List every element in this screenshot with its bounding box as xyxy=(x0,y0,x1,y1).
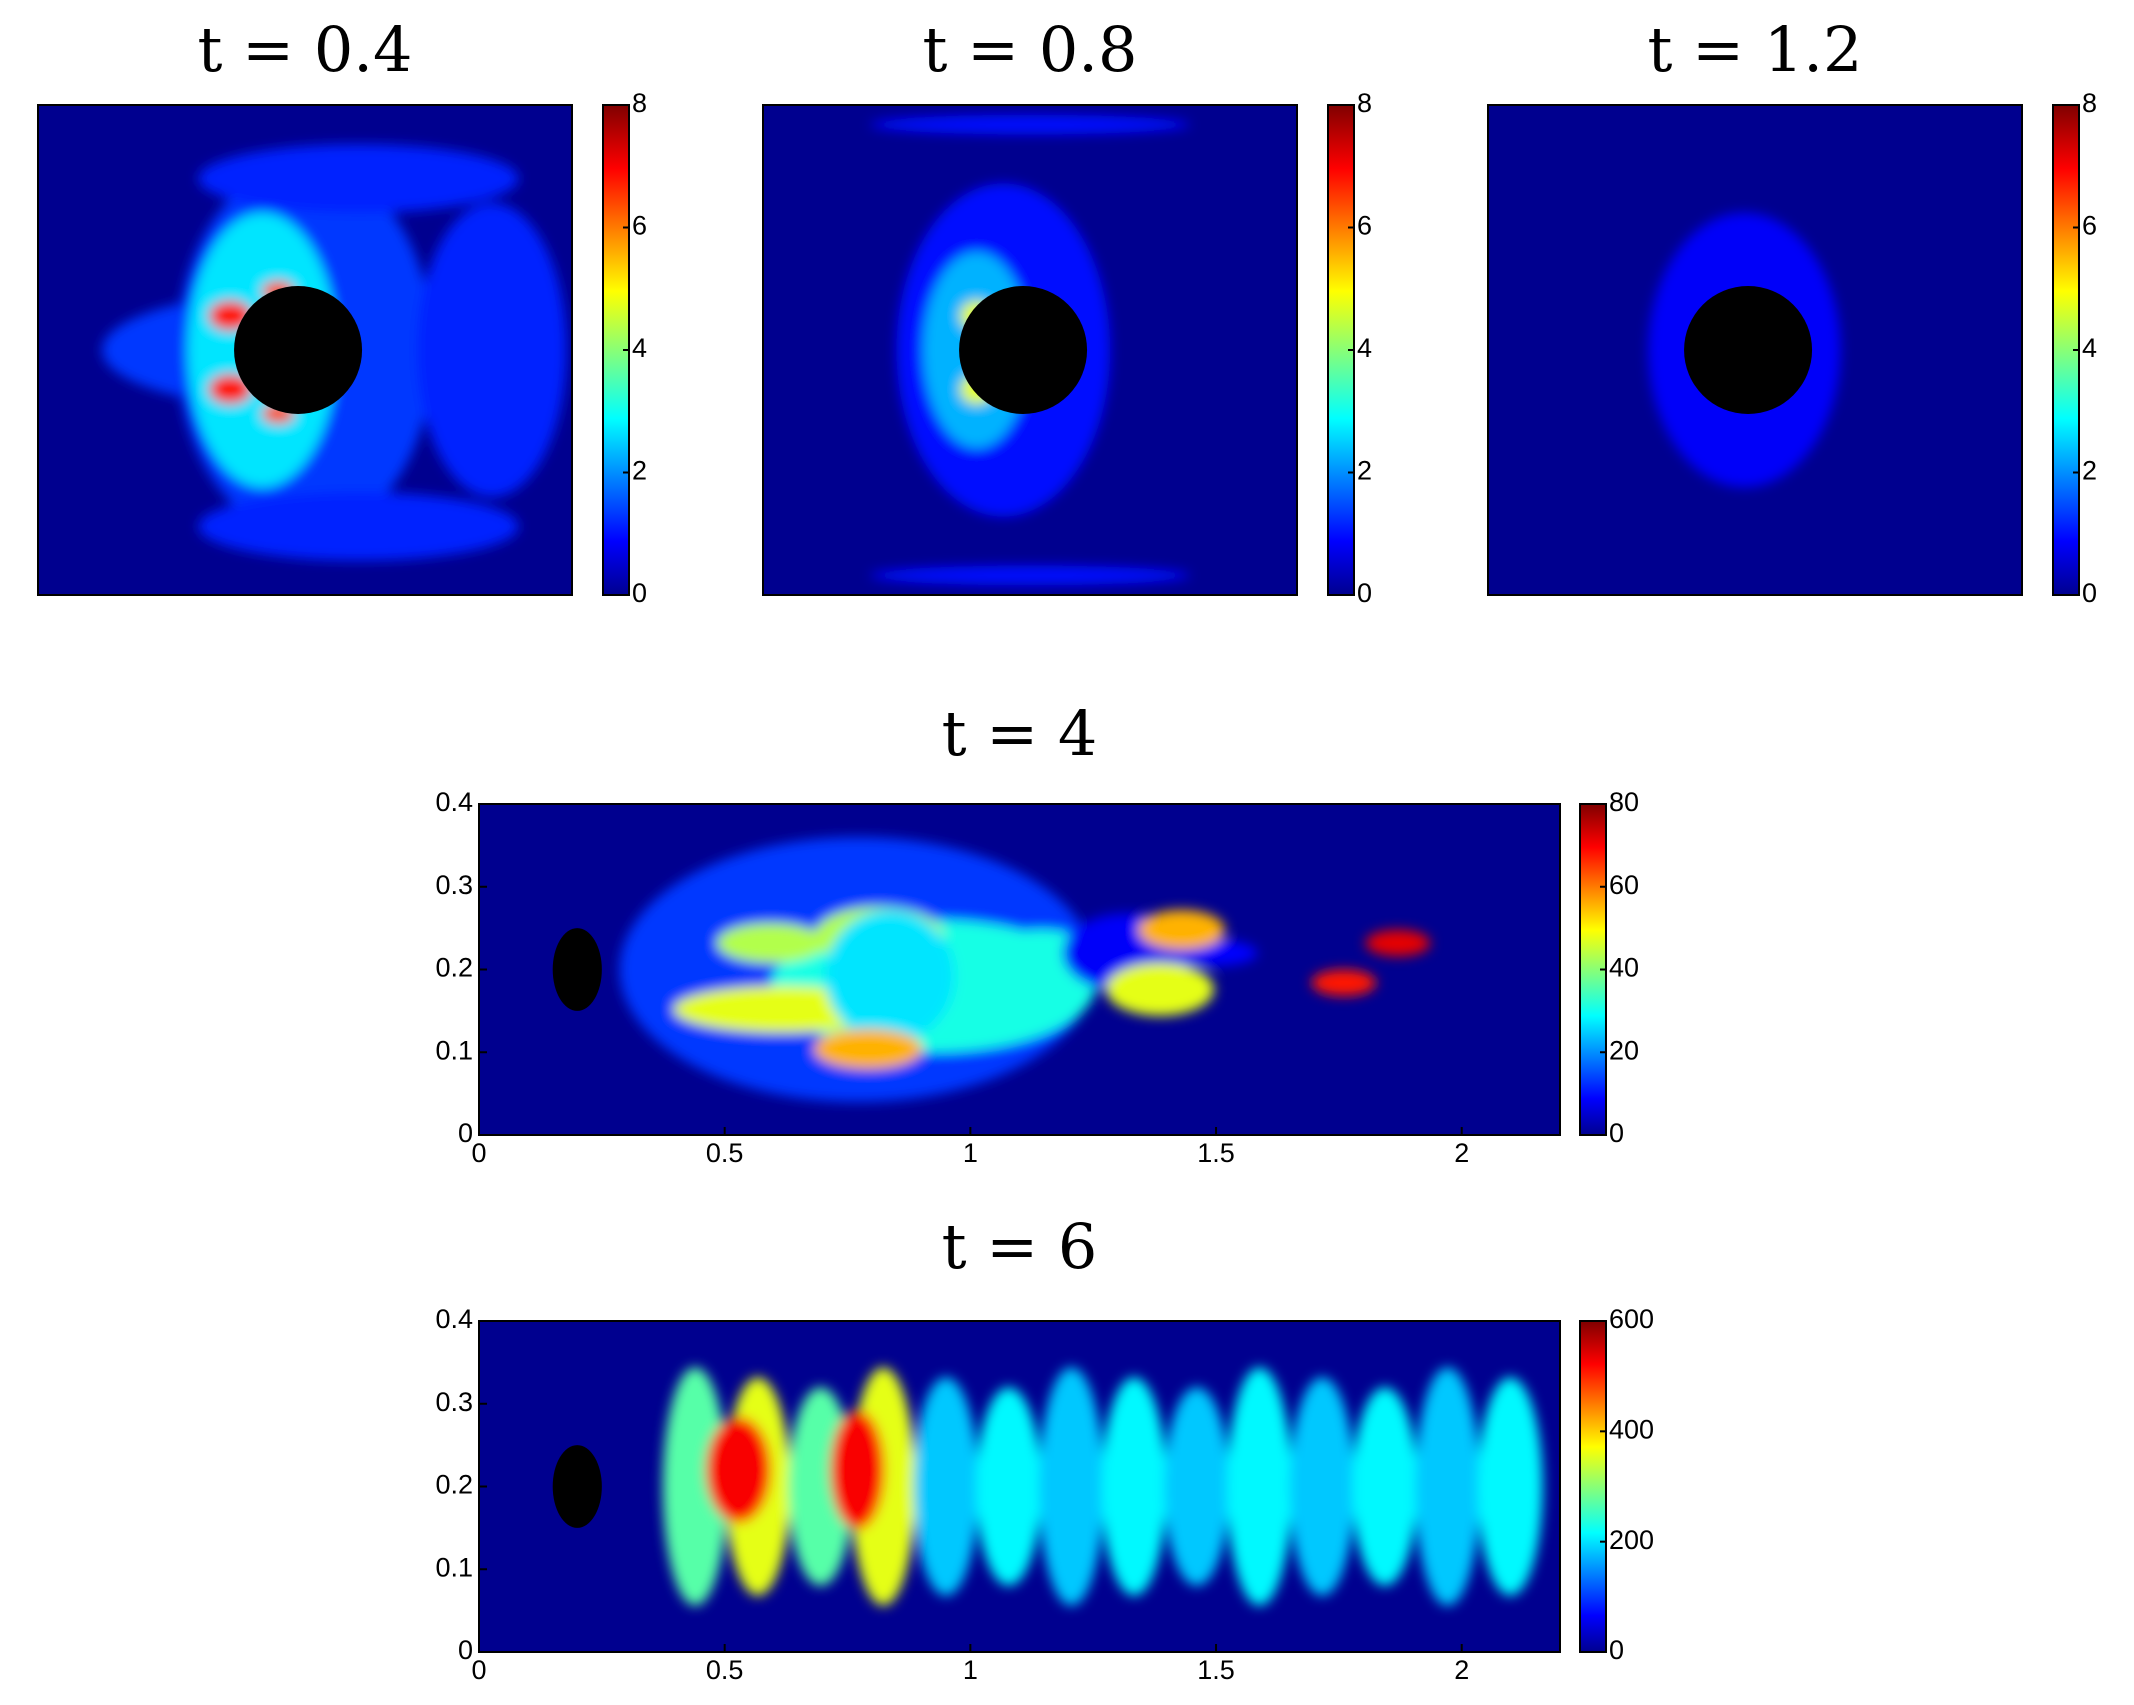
obstacle xyxy=(959,286,1088,414)
field-contour xyxy=(198,144,519,213)
y-tick-label: 0.3 xyxy=(435,1387,473,1417)
colorbar-tick-label: 4 xyxy=(1357,333,1372,363)
field-contour xyxy=(869,565,1191,586)
field-contour xyxy=(1477,1377,1543,1596)
field xyxy=(619,837,1431,1102)
y-tick-label: 0.2 xyxy=(435,953,473,983)
colorbar-tick-label: 8 xyxy=(1357,88,1372,118)
field-contour xyxy=(976,1387,1042,1586)
field xyxy=(662,1367,1543,1606)
colorbar-tick-label: 600 xyxy=(1609,1304,1654,1334)
colorbar-tick-label: 8 xyxy=(2082,88,2097,118)
plot-frame xyxy=(37,104,573,596)
field-contour xyxy=(1138,909,1225,950)
x-tick-label: 1 xyxy=(963,1138,978,1168)
field-contour xyxy=(1415,1367,1481,1606)
field-contour xyxy=(1164,1387,1230,1586)
x-tick-label: 0 xyxy=(471,1138,486,1168)
colorbar-tick-label: 400 xyxy=(1609,1414,1654,1444)
chart-title: t = 1.2 xyxy=(1648,13,1863,86)
chart-title: t = 4 xyxy=(942,697,1098,770)
field-contour xyxy=(1365,929,1431,957)
obstacle xyxy=(1684,286,1813,414)
colorbar-tick-label: 8 xyxy=(632,88,647,118)
field-contour xyxy=(1038,1367,1104,1606)
colorbar-tick-label: 2 xyxy=(2082,456,2097,486)
obstacle xyxy=(552,1445,602,1528)
field-contour xyxy=(869,114,1191,135)
x-tick-label: 2 xyxy=(1454,1655,1469,1685)
field-contour xyxy=(824,909,955,1043)
field-contour xyxy=(913,1377,979,1596)
obstacle xyxy=(552,928,602,1011)
colorbar-tick-label: 60 xyxy=(1609,870,1639,900)
field-contour xyxy=(1311,969,1377,996)
field-contour xyxy=(198,492,519,561)
field-contour xyxy=(1227,1367,1292,1606)
chart-title: t = 0.8 xyxy=(923,13,1138,86)
colorbar xyxy=(2052,104,2080,596)
x-tick-label: 0.5 xyxy=(706,1655,744,1685)
x-tick-label: 1.5 xyxy=(1197,1655,1235,1685)
field xyxy=(102,144,567,561)
y-tick-label: 0.4 xyxy=(435,1304,473,1334)
y-tick-label: 0 xyxy=(458,1635,473,1665)
colorbar-tick-label: 2 xyxy=(632,456,647,486)
obstacle xyxy=(234,286,363,414)
field-contour xyxy=(1101,1377,1167,1596)
colorbar-tick-label: 20 xyxy=(1609,1035,1639,1065)
colorbar-tick-label: 40 xyxy=(1609,953,1639,983)
y-tick-label: 0.1 xyxy=(435,1552,473,1582)
y-tick-label: 0 xyxy=(458,1118,473,1148)
field-contour xyxy=(706,1416,771,1523)
field-contour xyxy=(830,1410,885,1530)
colorbar-tick-label: 0 xyxy=(1609,1118,1624,1148)
field-contour xyxy=(814,1029,923,1069)
y-tick-label: 0.1 xyxy=(435,1035,473,1065)
x-tick-label: 0.5 xyxy=(706,1138,744,1168)
colorbar-tick-label: 2 xyxy=(1357,456,1372,486)
x-tick-label: 1.5 xyxy=(1197,1138,1235,1168)
colorbar-tick-label: 6 xyxy=(1357,211,1372,241)
y-tick-label: 0.3 xyxy=(435,870,473,900)
colorbar-tick-label: 0 xyxy=(632,578,647,608)
y-tick-label: 0.2 xyxy=(435,1470,473,1500)
colorbar-tick-label: 80 xyxy=(1609,787,1639,817)
colorbar-tick-label: 0 xyxy=(1357,578,1372,608)
plot-frame xyxy=(762,104,1298,596)
colorbar-tick-label: 200 xyxy=(1609,1525,1654,1555)
x-tick-label: 1 xyxy=(963,1655,978,1685)
colorbar-tick-label: 4 xyxy=(2082,333,2097,363)
y-tick-label: 0.4 xyxy=(435,787,473,817)
x-tick-label: 0 xyxy=(471,1655,486,1685)
field-contour xyxy=(716,923,825,963)
field-contour xyxy=(417,203,567,497)
colorbar-tick-label: 6 xyxy=(632,211,647,241)
colorbar-tick-label: 4 xyxy=(632,333,647,363)
x-tick-label: 2 xyxy=(1454,1138,1469,1168)
colorbar-tick-label: 0 xyxy=(1609,1635,1624,1665)
field-contour xyxy=(208,374,252,404)
field-contour xyxy=(662,1367,728,1606)
field-contour xyxy=(1105,962,1215,1016)
chart-title: t = 0.4 xyxy=(198,13,413,86)
plot-frame xyxy=(1487,104,2023,596)
field-contour xyxy=(1352,1387,1418,1586)
colorbar xyxy=(1579,1320,1607,1653)
chart-title: t = 6 xyxy=(942,1210,1098,1283)
colorbar-tick-label: 6 xyxy=(2082,211,2097,241)
field-contour xyxy=(1289,1377,1355,1596)
colorbar-tick-label: 0 xyxy=(2082,578,2097,608)
